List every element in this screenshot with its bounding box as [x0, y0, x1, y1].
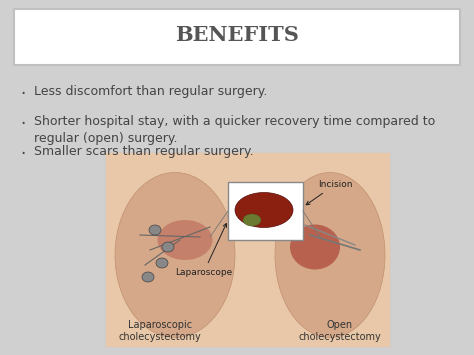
- Text: Laparoscope: Laparoscope: [175, 224, 232, 277]
- Text: ·: ·: [20, 145, 25, 163]
- Ellipse shape: [149, 225, 161, 235]
- Text: ·: ·: [20, 115, 25, 133]
- Ellipse shape: [142, 272, 154, 282]
- Ellipse shape: [162, 242, 174, 252]
- Text: ·: ·: [20, 85, 25, 103]
- Ellipse shape: [243, 214, 261, 226]
- Ellipse shape: [156, 258, 168, 268]
- Ellipse shape: [157, 220, 212, 260]
- Text: Shorter hospital stay, with a quicker recovery time compared to
regular (open) s: Shorter hospital stay, with a quicker re…: [34, 115, 435, 145]
- Bar: [228, 182, 303, 240]
- Text: Laparoscopic
cholecystectomy: Laparoscopic cholecystectomy: [118, 320, 201, 342]
- Ellipse shape: [290, 224, 340, 269]
- Text: Less discomfort than regular surgery.: Less discomfort than regular surgery.: [34, 85, 267, 98]
- Ellipse shape: [115, 173, 235, 338]
- Text: Incision: Incision: [306, 180, 353, 205]
- Ellipse shape: [275, 173, 385, 338]
- Text: Open
cholecystectomy: Open cholecystectomy: [299, 320, 382, 342]
- Text: Smaller scars than regular surgery.: Smaller scars than regular surgery.: [34, 145, 254, 158]
- Ellipse shape: [235, 192, 293, 228]
- Text: BENEFITS: BENEFITS: [175, 25, 299, 45]
- Bar: [105, 152, 390, 347]
- FancyBboxPatch shape: [14, 9, 460, 65]
